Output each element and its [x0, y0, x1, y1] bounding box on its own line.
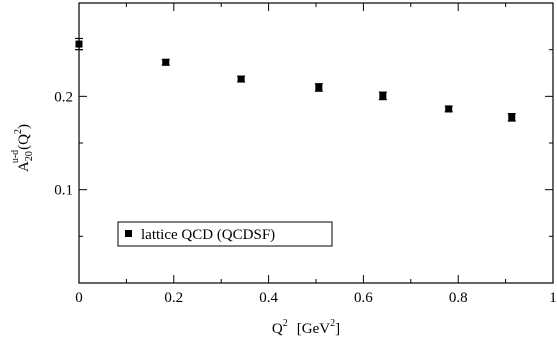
square-marker: [379, 92, 387, 100]
x-label-unit-suffix: ]: [335, 321, 340, 337]
y-label-arg-sup: 2: [13, 129, 24, 134]
y-label-sup: u-d: [10, 150, 21, 163]
data-points: [75, 37, 516, 122]
y-label-arg-prefix: (Q: [16, 134, 32, 150]
square-marker: [315, 83, 323, 91]
x-tick-label: 0.2: [164, 290, 183, 306]
y-tick-label: 0.2: [54, 89, 73, 105]
data-point: [378, 91, 387, 101]
x-tick-label: 0.4: [259, 290, 278, 306]
square-marker: [508, 113, 516, 121]
x-label-base: Q: [272, 321, 283, 337]
data-point: [161, 58, 170, 66]
legend: lattice QCD (QCDSF): [117, 221, 333, 247]
x-axis-ticks: 0 0.2 0.4 0.6 0.8 1: [75, 3, 557, 306]
data-point: [314, 83, 323, 92]
data-point: [444, 105, 453, 113]
data-point: [237, 75, 246, 83]
y-label-base: A: [16, 161, 32, 172]
x-tick-label: 1: [549, 290, 557, 306]
y-label-sub: 20: [24, 151, 35, 161]
square-marker: [237, 75, 245, 83]
data-point: [507, 112, 516, 122]
x-label-unit-sup: 2: [330, 318, 335, 329]
square-marker: [75, 40, 83, 48]
y-axis-ticks: 0.1 0.2: [54, 49, 553, 237]
svg-text:A20u-d(Q2): A20u-d(Q2): [10, 124, 35, 172]
x-tick-label: 0.6: [354, 290, 373, 306]
legend-entry-label: lattice QCD (QCDSF): [141, 227, 275, 243]
x-label-unit-prefix: [GeV: [297, 321, 330, 337]
y-label-arg-suffix: ): [16, 124, 32, 129]
y-axis-label: A20u-d(Q2): [10, 124, 35, 172]
square-marker: [162, 58, 170, 66]
x-tick-label: 0.8: [449, 290, 468, 306]
legend-box: [117, 221, 333, 247]
legend-marker: [125, 230, 132, 237]
x-axis-label: Q2 [GeV2]: [272, 318, 340, 337]
x-tick-label: 0: [75, 290, 83, 306]
y-tick-label: 0.1: [54, 183, 73, 199]
x-label-sup: 2: [283, 318, 288, 329]
square-marker: [445, 105, 453, 113]
data-point: [75, 37, 83, 51]
